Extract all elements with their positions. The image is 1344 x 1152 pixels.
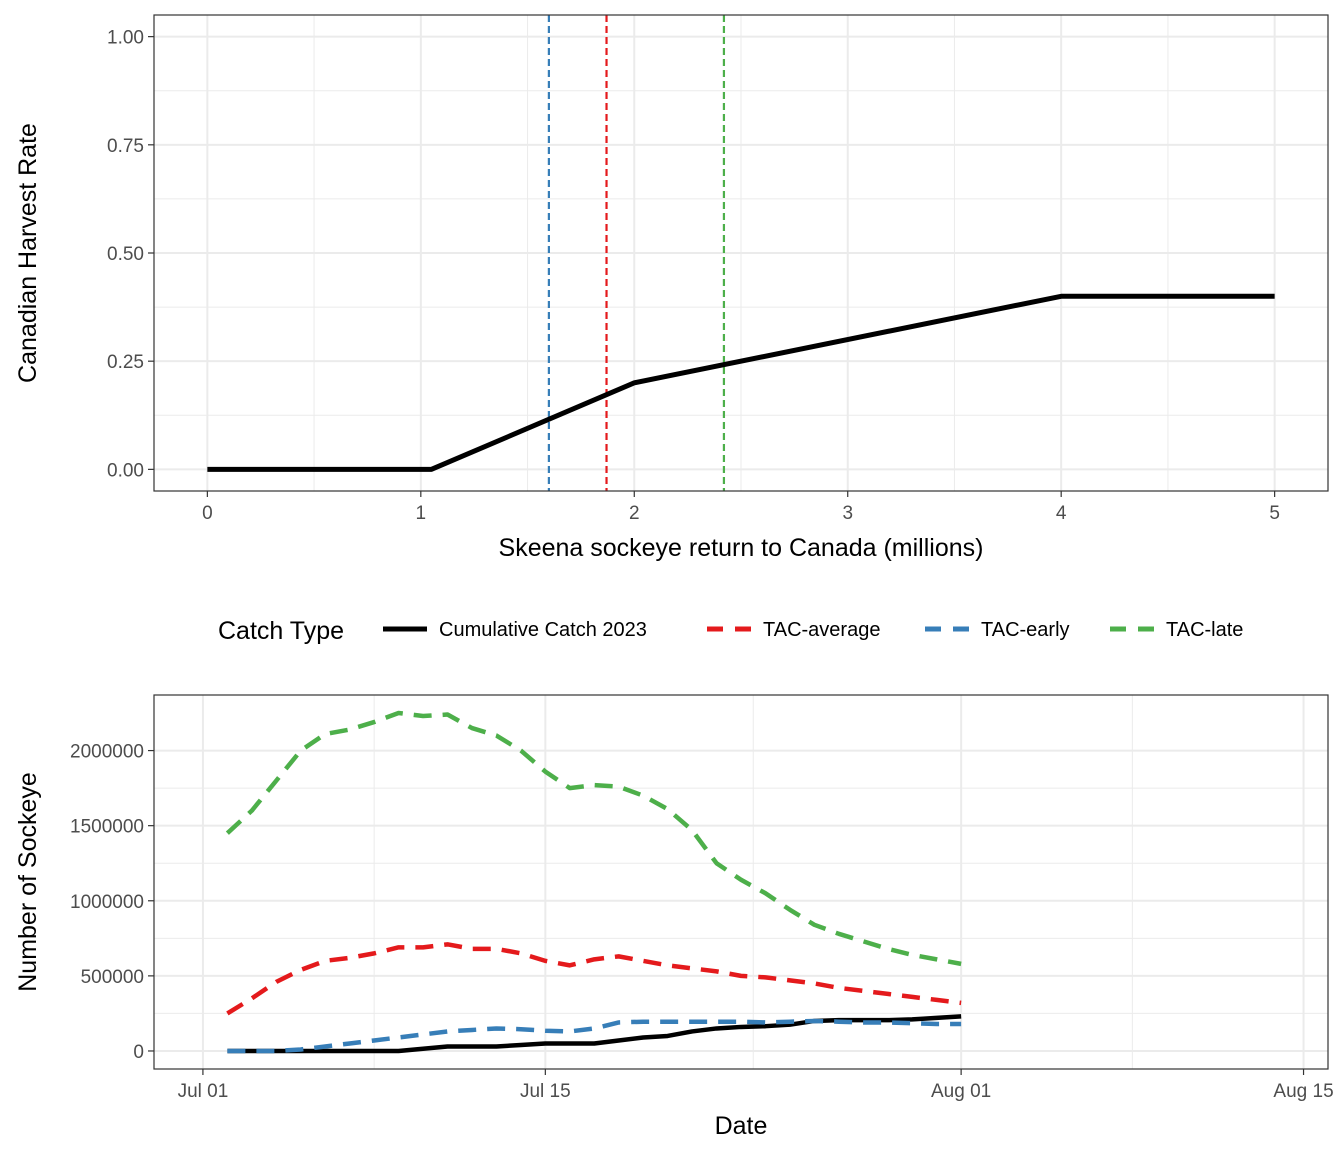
x-tick-label: 0 [202,503,213,524]
series-line-tac-average [226,942,962,1016]
legend: Catch Type Cumulative Catch 2023 TAC-aver… [218,617,1243,645]
sockeye-catch-panel: Jul 01 Jul 15 Aug 01 Aug 15 0 500000 1000000 15… [14,694,1334,1140]
x-tick-label: 1 [416,503,427,524]
y-tick-label: 1500000 [70,817,144,838]
legend-label-3: TAC-late [1166,619,1243,641]
legend-label-1: TAC-average [763,619,880,641]
y-tick-label: 0.00 [107,460,144,481]
y-axis-title: Number of Sockeye [14,772,42,992]
grid-lines [154,15,1328,491]
x-tick-label: Jul 01 [178,1081,229,1102]
x-axis-title: Skeena sockeye return to Canada (million… [499,534,984,562]
y-tick-label: 2000000 [70,742,144,763]
x-tick-label: 4 [1056,503,1067,524]
panel-border [153,694,1329,1070]
series-line-tac-early [227,1018,962,1054]
x-tick-label: 3 [842,503,853,524]
y-tick-label: 0.50 [107,244,144,265]
legend-title: Catch Type [218,617,344,645]
y-tick-label: 0.25 [107,352,144,373]
y-tick-label: 500000 [81,967,144,988]
x-tick-label: 5 [1269,503,1280,524]
y-tick-label: 1.00 [107,28,144,49]
x-axis-title: Date [715,1112,768,1140]
x-tick-label: 2 [629,503,640,524]
axis-ticks: Jul 01 Jul 15 Aug 01 Aug 15 0 500000 1000000 15… [70,742,1334,1102]
series-line-0 [207,293,1275,472]
y-tick-label: 0.75 [107,136,144,157]
y-tick-label: 0 [133,1042,144,1063]
series-line-tac-late [225,710,962,967]
x-tick-label: Jul 15 [520,1081,571,1102]
x-tick-label: Aug 01 [931,1081,991,1102]
harvest-rate-panel: 0 1 2 3 4 5 0.00 0.25 0.50 0.75 1.00 Skeena sockeye… [14,14,1329,562]
legend-label-0: Cumulative Catch 2023 [439,619,647,641]
legend-entries: Cumulative Catch 2023 TAC-average TAC-earl… [383,619,1243,641]
axis-ticks: 0 1 2 3 4 5 0.00 0.25 0.50 0.75 1.00 [107,28,1280,524]
y-axis-title: Canadian Harvest Rate [14,123,42,383]
y-tick-label: 1000000 [70,892,144,913]
legend-label-2: TAC-early [981,619,1070,641]
x-tick-label: Aug 15 [1273,1081,1333,1102]
